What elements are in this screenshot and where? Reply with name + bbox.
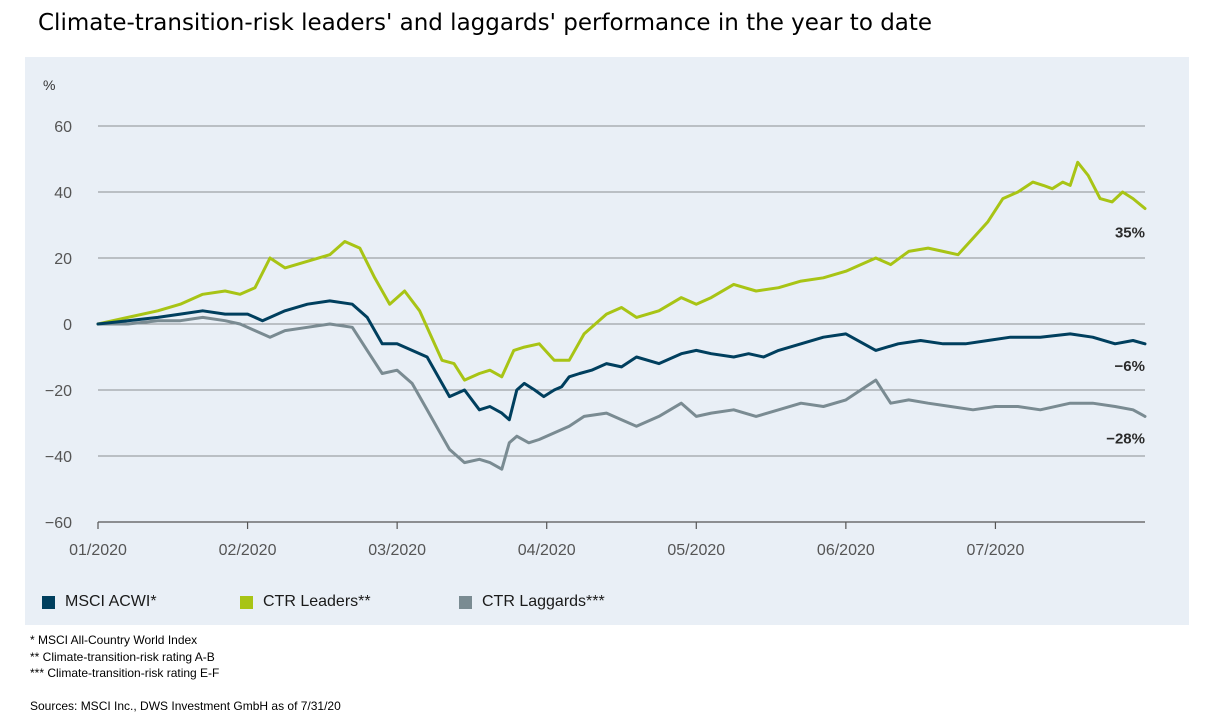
footnote-3: *** Climate-transition-risk rating E-F <box>30 666 220 680</box>
legend-label-ctr-laggards: CTR Laggards*** <box>482 593 605 610</box>
sources-note: Sources: MSCI Inc., DWS Investment GmbH … <box>30 699 341 713</box>
y-tick-label: −40 <box>45 449 72 466</box>
y-tick-label: 20 <box>54 251 72 268</box>
legend-label-msci-acwi: MSCI ACWI* <box>65 593 157 610</box>
end-value-label: −6% <box>1115 358 1145 375</box>
end-value-label: −28% <box>1106 430 1145 447</box>
x-tick-label: 06/2020 <box>817 542 875 559</box>
legend-swatch-ctr-laggards <box>459 595 472 609</box>
y-tick-label: −60 <box>45 515 72 532</box>
legend-item-msci-acwi: MSCI ACWI* <box>42 593 240 611</box>
chart-title: Climate-transition-risk leaders' and lag… <box>38 10 933 36</box>
x-tick-label: 03/2020 <box>368 542 426 559</box>
legend-label-ctr-leaders: CTR Leaders** <box>263 593 371 610</box>
footnote-2: ** Climate-transition-risk rating A-B <box>30 649 215 664</box>
y-tick-label: 0 <box>63 317 72 334</box>
y-axis-label: % <box>43 77 55 93</box>
series-line-0 <box>96 299 1147 422</box>
legend-swatch-ctr-leaders <box>240 595 253 609</box>
y-tick-label: −20 <box>45 383 72 400</box>
footnotes: * MSCI All-Country World Index ** Climat… <box>30 632 219 682</box>
legend-item-ctr-leaders: CTR Leaders** <box>240 593 459 611</box>
y-tick-label: 40 <box>54 185 72 202</box>
chart-panel: % 60 40 20 0 −20 −40 −60 01/2020 02/2020 03/2020… <box>25 57 1189 625</box>
x-tick-label: 05/2020 <box>667 542 725 559</box>
x-tick-label: 07/2020 <box>967 542 1025 559</box>
x-tick-label: 02/2020 <box>219 542 277 559</box>
legend-swatch-msci-acwi <box>42 595 55 609</box>
legend: MSCI ACWI* CTR Leaders** CTR Laggards*** <box>42 593 605 611</box>
footnote-1: * MSCI All-Country World Index <box>30 633 198 647</box>
end-value-label: 35% <box>1115 225 1145 242</box>
legend-item-ctr-laggards: CTR Laggards*** <box>459 593 605 611</box>
series-line-1 <box>96 160 1147 382</box>
x-tick-label: 01/2020 <box>69 542 127 559</box>
line-chart: % 60 40 20 0 −20 −40 −60 01/2020 02/2020 03/2020… <box>43 77 1147 559</box>
y-tick-label: 60 <box>54 119 72 136</box>
x-tick-label: 04/2020 <box>518 542 576 559</box>
series-line-2 <box>96 315 1147 471</box>
